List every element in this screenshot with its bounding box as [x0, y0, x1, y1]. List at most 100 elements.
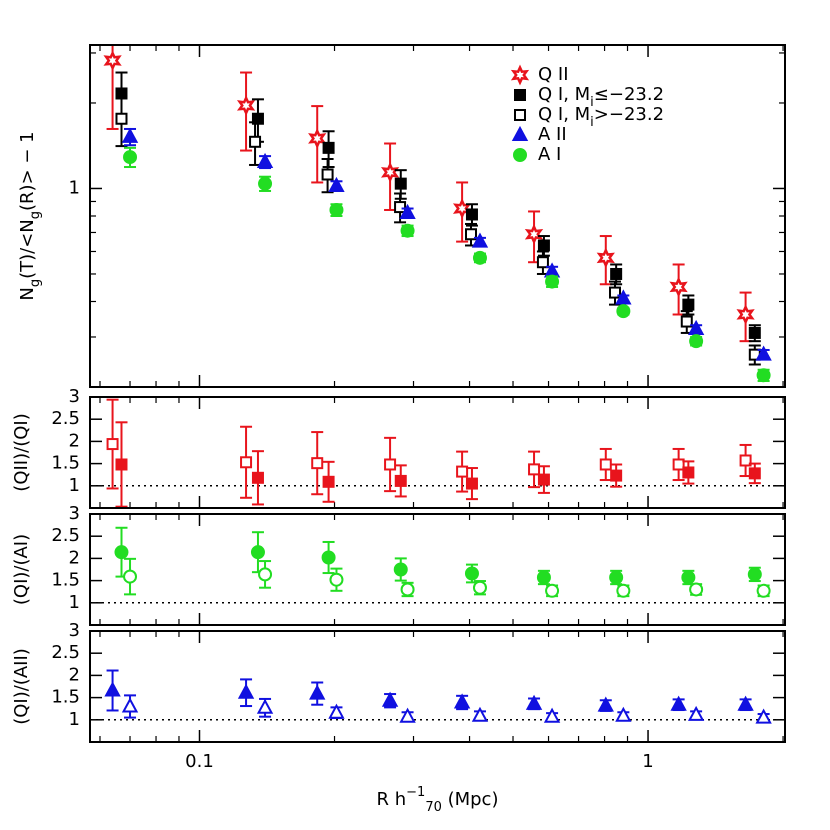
y-tick-label: 1.5: [51, 453, 80, 474]
marker: [121, 697, 139, 713]
legend-marker: [514, 89, 526, 101]
marker: [115, 458, 128, 471]
marker: [311, 457, 324, 470]
marker: [121, 127, 139, 143]
marker: [616, 583, 631, 598]
marker: [237, 683, 255, 699]
legend-label: Q I, Mi>−23.2: [538, 104, 664, 130]
legend-marker: [513, 148, 527, 162]
marker: [250, 545, 265, 560]
marker: [399, 203, 416, 219]
marker: [597, 696, 614, 712]
marker: [249, 135, 262, 148]
marker: [308, 127, 327, 150]
marker: [536, 256, 549, 269]
y-axis-label: (QI)/(AII): [11, 648, 32, 725]
marker: [615, 706, 632, 722]
x-axis-label-part: R h: [377, 789, 407, 810]
marker: [536, 570, 551, 585]
marker: [400, 582, 415, 597]
plot-area: [103, 45, 772, 383]
marker: [681, 570, 696, 585]
legend-entry: [513, 148, 527, 162]
y-tick-label: 1.5: [51, 687, 80, 708]
y-tick-label: 2.5: [51, 408, 80, 429]
y-tick-label: 1: [69, 475, 80, 496]
y-tick-label: 2: [69, 430, 80, 451]
y-tick-label: 1: [69, 709, 80, 730]
marker: [384, 458, 397, 471]
marker: [472, 250, 487, 265]
x-tick-label: 1: [642, 751, 653, 772]
x-tick-label: 0.1: [185, 751, 214, 772]
marker: [737, 695, 754, 711]
marker: [321, 168, 334, 181]
marker: [329, 202, 344, 217]
marker: [393, 562, 408, 577]
y-tick-label: 2: [69, 664, 80, 685]
marker: [599, 458, 612, 471]
marker: [682, 298, 695, 311]
panel-frame: [89, 44, 786, 388]
marker: [748, 467, 761, 480]
marker: [672, 458, 685, 471]
marker: [471, 232, 489, 248]
y-tick-label: 3: [69, 620, 80, 641]
marker: [123, 150, 138, 165]
marker: [104, 681, 121, 697]
marker: [471, 706, 489, 722]
legend-label-part: Q I, M: [538, 84, 590, 105]
panel-frame: [89, 630, 786, 743]
legend-label: A II: [538, 124, 567, 145]
marker: [465, 228, 478, 241]
marker: [682, 466, 695, 479]
y-tick-label: 3: [69, 386, 80, 407]
marker: [329, 572, 344, 587]
marker: [543, 707, 561, 723]
y-axis-label: (QII)/(QI): [11, 413, 32, 491]
marker: [609, 570, 624, 585]
marker: [528, 463, 541, 476]
marker: [114, 545, 129, 560]
marker: [689, 334, 704, 349]
marker: [689, 582, 704, 597]
marker: [596, 247, 615, 269]
legend-marker: [510, 64, 530, 86]
marker: [394, 177, 407, 190]
y-tick-label: 1.5: [51, 570, 80, 591]
marker: [537, 473, 550, 486]
plot-area: [106, 398, 761, 508]
y-tick-label: 1: [69, 177, 80, 198]
legend-label: Q I, Mi≤−23.2: [538, 84, 664, 110]
marker: [380, 161, 400, 183]
y-axis-label-part: (R)> − 1: [17, 131, 38, 211]
marker: [236, 94, 256, 117]
legend-entry: [514, 89, 526, 101]
marker: [256, 152, 274, 168]
legend-marker: [511, 125, 529, 141]
marker: [322, 141, 335, 154]
y-tick-label: 2.5: [51, 525, 80, 546]
marker: [251, 112, 264, 125]
marker: [115, 112, 128, 125]
plot-area: [104, 669, 772, 724]
marker: [399, 707, 416, 723]
marker: [687, 319, 705, 336]
marker: [736, 303, 755, 326]
legend-entry: [511, 125, 529, 141]
marker: [258, 567, 273, 582]
marker: [106, 438, 119, 451]
marker: [755, 345, 772, 361]
marker: [123, 569, 138, 584]
x-axis-label-part: 70: [425, 800, 442, 815]
marker: [456, 465, 469, 478]
marker: [321, 550, 336, 565]
marker: [240, 456, 253, 469]
marker: [537, 239, 550, 252]
marker: [328, 703, 345, 719]
marker: [322, 475, 335, 488]
marker: [464, 566, 479, 581]
marker: [687, 705, 705, 721]
x-axis-label: R h−170 (Mpc): [377, 785, 499, 815]
marker: [256, 698, 274, 714]
